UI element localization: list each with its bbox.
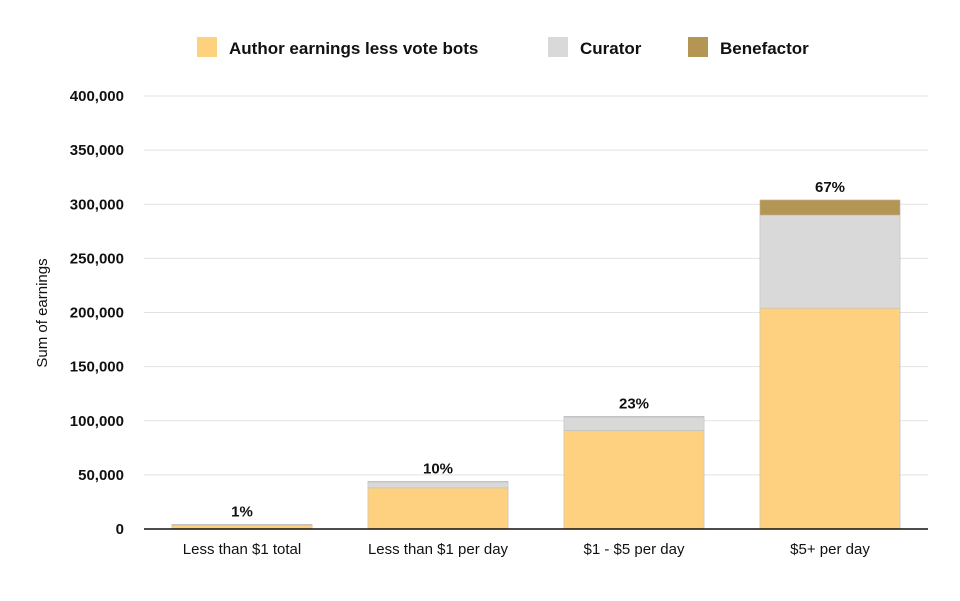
bar-segment-author-earnings-less-vote-bots — [563, 430, 705, 530]
bar-segment-benefactor — [759, 199, 901, 216]
y-tick-label: 150,000 — [70, 359, 124, 376]
bar-percent-label: 23% — [619, 395, 649, 412]
y-tick-label: 350,000 — [70, 142, 124, 159]
x-category-label: $5+ per day — [790, 541, 870, 558]
y-axis-ticks: 0 50,000 100,000 150,000 200,000 250,000 300,0… — [70, 88, 124, 538]
bar-segment-curator — [367, 481, 509, 489]
x-category-label: Less than $1 total — [183, 541, 301, 558]
y-tick-label: 0 — [116, 521, 124, 538]
legend-label: Curator — [580, 39, 642, 58]
y-tick-label: 50,000 — [78, 467, 124, 484]
y-tick-label: 300,000 — [70, 196, 124, 213]
x-axis-categories: Less than $1 total Less than $1 per day $1… — [183, 541, 871, 558]
x-category-label: Less than $1 per day — [368, 541, 509, 558]
bar-segment-author-earnings-less-vote-bots — [367, 487, 509, 530]
bar-segment-benefactor — [563, 416, 705, 418]
bar-segment-author-earnings-less-vote-bots — [759, 307, 901, 530]
y-tick-label: 400,000 — [70, 88, 124, 105]
legend-swatch — [197, 37, 217, 57]
bar-segment-curator — [759, 214, 901, 309]
y-tick-label: 100,000 — [70, 413, 124, 430]
legend-swatch — [548, 37, 568, 57]
gridlines — [144, 95, 928, 476]
legend: Author earnings less vote bots Curator Ben… — [197, 37, 809, 58]
bar-segment-benefactor — [367, 481, 509, 483]
y-tick-label: 200,000 — [70, 305, 124, 322]
bar-segment-curator — [563, 416, 705, 431]
legend-swatch — [688, 37, 708, 57]
bar-percent-label: 67% — [815, 179, 845, 196]
legend-label: Benefactor — [720, 39, 809, 58]
bars — [171, 199, 901, 530]
bar-percent-label: 10% — [423, 460, 453, 477]
bar-percent-label: 1% — [231, 503, 253, 520]
y-axis-label: Sum of earnings — [34, 258, 51, 367]
legend-label: Author earnings less vote bots — [229, 39, 478, 58]
y-tick-label: 250,000 — [70, 250, 124, 267]
x-category-label: $1 - $5 per day — [584, 541, 685, 558]
bar-annotations: 1% 10% 23% 67% — [231, 179, 845, 521]
